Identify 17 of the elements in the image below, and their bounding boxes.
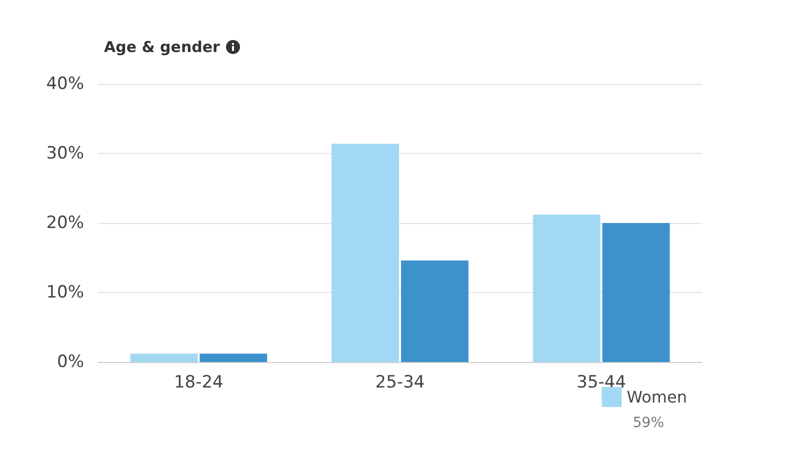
bar xyxy=(200,354,268,362)
y-tick-label: 30% xyxy=(46,144,84,164)
bar xyxy=(332,144,399,362)
text: 59% xyxy=(632,415,664,431)
bar xyxy=(130,354,198,362)
bar xyxy=(602,223,670,362)
y-tick-label: 40% xyxy=(46,74,84,94)
x-tick-label: 35-44 xyxy=(576,372,626,392)
bar xyxy=(401,260,468,362)
y-tick-label: 10% xyxy=(46,282,84,302)
y-tick-label: 0% xyxy=(57,352,84,372)
bar xyxy=(532,214,600,362)
chart-title: Age & gender xyxy=(104,38,220,56)
y-tick-label: 20% xyxy=(46,213,84,233)
legend-label: Women xyxy=(626,388,688,406)
x-tick-label: 25-34 xyxy=(375,372,425,392)
x-tick-label: 18-24 xyxy=(174,372,224,392)
